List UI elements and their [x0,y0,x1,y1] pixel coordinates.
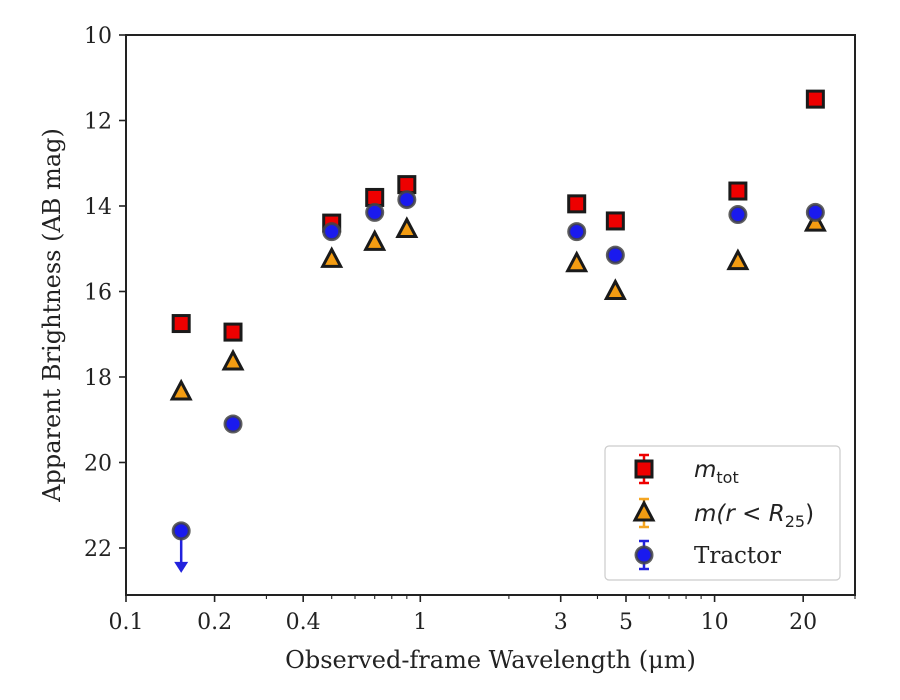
x-tick-label: 10 [701,610,729,635]
data-point-triangle [221,348,245,371]
series-triangle [169,209,827,401]
data-point-square [605,211,625,231]
data-point-circle [397,190,417,210]
data-marks [169,89,827,573]
data-point-circle [567,222,587,242]
x-tick-label: 0.1 [109,610,144,635]
x-tick-label: 0.2 [197,610,232,635]
x-tick-label: 20 [789,610,817,635]
data-point-triangle [603,278,627,300]
legend-entry: m(r < R25) [632,497,814,531]
legend-marker-square [634,459,654,479]
legend-label: m(r < R25) [694,501,814,531]
y-tick-label: 12 [84,109,112,134]
data-point-triangle [395,216,419,239]
legend-entry: Tractor [634,539,781,571]
data-point-square [728,181,748,201]
x-tick-label: 1 [413,610,427,635]
ticks: 0.1 0.2 0.4 1 3 5 10 20 10 12 14 16 18 20 22 [84,24,856,635]
data-point-triangle [320,246,344,268]
legend-marker-circle [634,545,654,565]
data-point-triangle [169,378,193,401]
x-tick-label: 3 [554,610,568,635]
data-point-circle [605,245,625,265]
y-tick-label: 16 [84,280,112,305]
legend-label: mtot [694,457,739,487]
data-point-square [171,314,191,334]
data-point-circle [805,202,825,222]
y-tick-label: 18 [84,366,112,391]
data-point-triangle [565,250,589,273]
axes [125,34,856,596]
y-tick-label: 14 [84,195,112,220]
data-point-square [567,194,587,214]
y-tick-label: 10 [84,24,112,49]
legend: mtot m(r < R25) Tractor [604,445,841,581]
legend-marker-triangle [632,499,656,522]
data-point-circle [365,202,385,222]
data-point-square [223,322,243,342]
series-square [171,89,825,342]
data-point-circle [728,205,748,225]
x-tick-label: 0.4 [286,610,321,635]
upper-limit-arrowhead [174,561,189,573]
data-point-triangle [363,229,387,251]
y-axis-label: Apparent Brightness (AB mag) [38,128,66,503]
data-point-square [805,89,825,109]
x-axis-label: Observed-frame Wavelength (μm) [285,646,696,674]
data-point-triangle [726,248,750,271]
data-point-circle [171,521,191,541]
y-tick-label: 22 [84,537,112,562]
data-point-circle [322,222,342,242]
series-circle [171,190,825,573]
legend-box [604,445,841,581]
plot-frame [125,34,856,596]
legend-label: Tractor [694,543,781,569]
legend-entry: mtot [634,453,739,487]
data-point-circle [223,414,243,434]
y-tick-label: 20 [84,451,112,476]
x-tick-label: 5 [619,610,633,635]
